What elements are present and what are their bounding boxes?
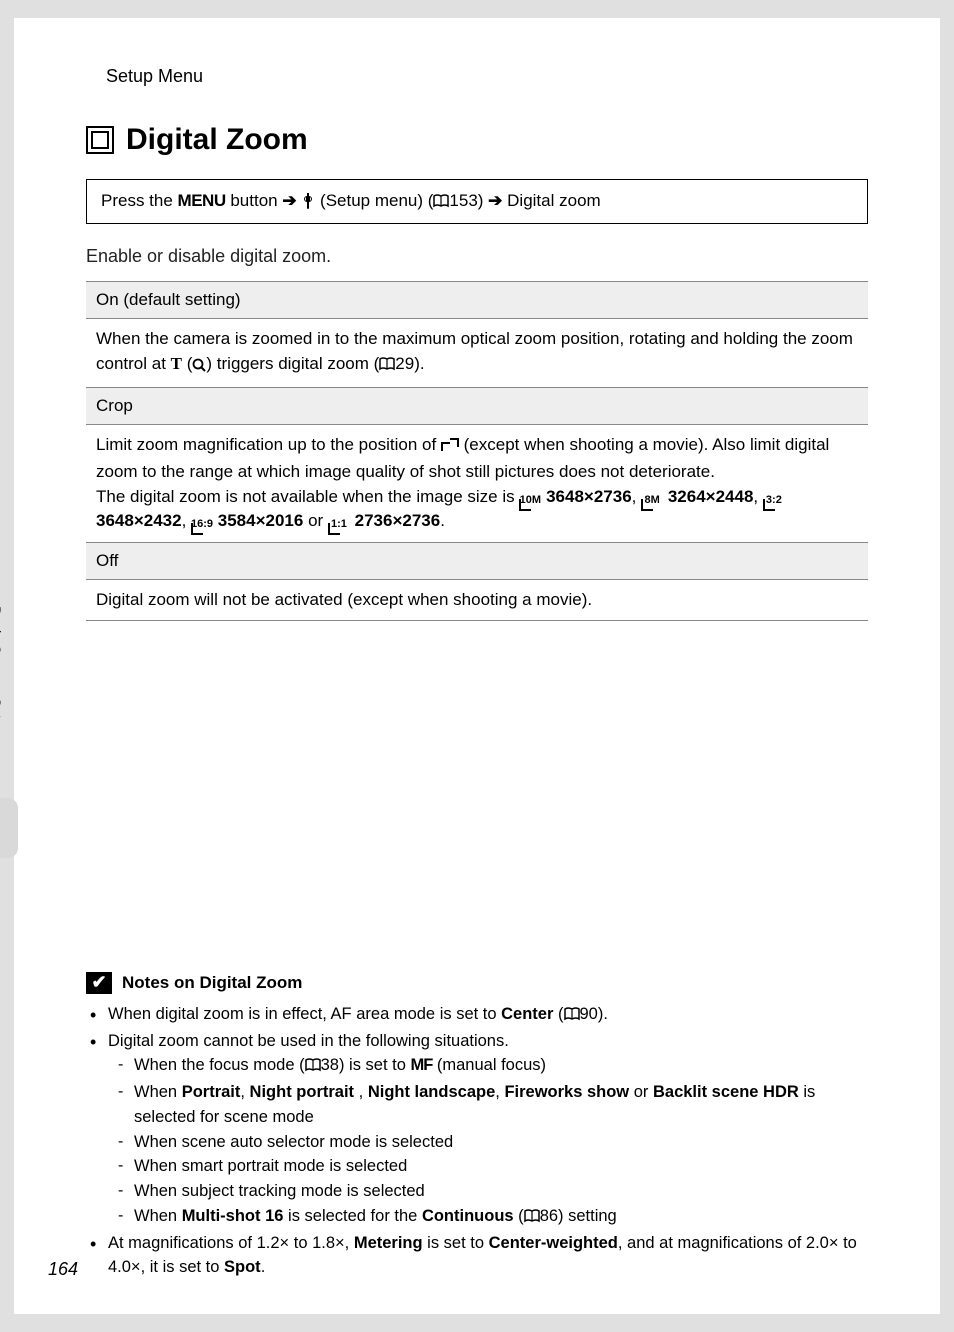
- option-head: On (default setting): [86, 282, 868, 319]
- navigation-path-box: Press the MENU button ➔ (Setup menu) ( 15…: [86, 179, 868, 224]
- setup-wrench-icon: [301, 193, 315, 209]
- menu-button-label: MENU: [178, 191, 226, 210]
- page-number: 164: [48, 1259, 78, 1280]
- note-subitem: When Portrait, Night portrait , Night la…: [108, 1080, 868, 1130]
- note-subitem: When subject tracking mode is selected: [108, 1179, 868, 1204]
- image-size-icon: 8M: [641, 493, 663, 509]
- manual-ref-icon: [564, 1004, 580, 1029]
- note-check-icon: ✔: [86, 972, 112, 994]
- manual-ref-icon: [433, 193, 449, 213]
- manual-page: Setup Menu Digital Zoom Press the MENU b…: [14, 18, 940, 1314]
- nav-text: Digital zoom: [502, 191, 600, 210]
- note-subitem: When smart portrait mode is selected: [108, 1154, 868, 1179]
- arrow-icon: ➔: [282, 191, 296, 210]
- magnifier-icon: [192, 355, 206, 380]
- option-body: Digital zoom will not be activated (exce…: [86, 579, 868, 621]
- crop-marker-icon: [441, 435, 459, 460]
- note-subitem: When scene auto selector mode is selecte…: [108, 1130, 868, 1155]
- image-size-icon: 3:2: [763, 493, 785, 509]
- note-subitem: When the focus mode (38) is set to MF (m…: [108, 1053, 868, 1080]
- option-head: Crop: [86, 388, 868, 425]
- option-body: When the camera is zoomed in to the maxi…: [86, 319, 868, 388]
- image-size-icon: 10M: [519, 493, 541, 509]
- nav-text: Press the: [101, 191, 178, 210]
- manual-ref-icon: [524, 1206, 540, 1231]
- side-tab-label: Basic Camera Setup: [0, 606, 4, 734]
- breadcrumb: Setup Menu: [106, 66, 868, 87]
- manual-ref-icon: [379, 354, 395, 379]
- options-table: On (default setting) When the camera is …: [86, 281, 868, 621]
- note-subitem: When Multi-shot 16 is selected for the C…: [108, 1204, 868, 1231]
- side-tab: Basic Camera Setup: [0, 598, 14, 838]
- image-size-icon: 1:1: [328, 517, 350, 533]
- mf-icon: MF: [410, 1056, 432, 1074]
- intro-text: Enable or disable digital zoom.: [86, 246, 868, 267]
- note-item: Digital zoom cannot be used in the follo…: [86, 1029, 868, 1231]
- side-tab-thumb: [0, 798, 18, 858]
- digital-zoom-icon: [86, 126, 114, 154]
- manual-ref-icon: [305, 1055, 321, 1080]
- nav-text: button: [226, 191, 283, 210]
- option-body: Limit zoom magnification up to the posit…: [86, 425, 868, 543]
- notes-title-text: Notes on Digital Zoom: [122, 973, 302, 993]
- nav-text: (Setup menu) (: [315, 191, 433, 210]
- arrow-icon: ➔: [488, 191, 502, 210]
- section-title: Digital Zoom: [86, 123, 868, 157]
- tele-letter: T: [171, 354, 182, 373]
- notes-title: ✔ Notes on Digital Zoom: [86, 972, 868, 994]
- section-title-text: Digital Zoom: [126, 123, 308, 157]
- note-item: When digital zoom is in effect, AF area …: [86, 1002, 868, 1029]
- nav-ref: 153): [449, 191, 488, 210]
- image-size-icon: 16:9: [191, 517, 213, 533]
- note-item: At magnifications of 1.2× to 1.8×, Meter…: [86, 1231, 868, 1281]
- option-head: Off: [86, 542, 868, 579]
- notes-section: ✔ Notes on Digital Zoom When digital zoo…: [86, 972, 868, 1280]
